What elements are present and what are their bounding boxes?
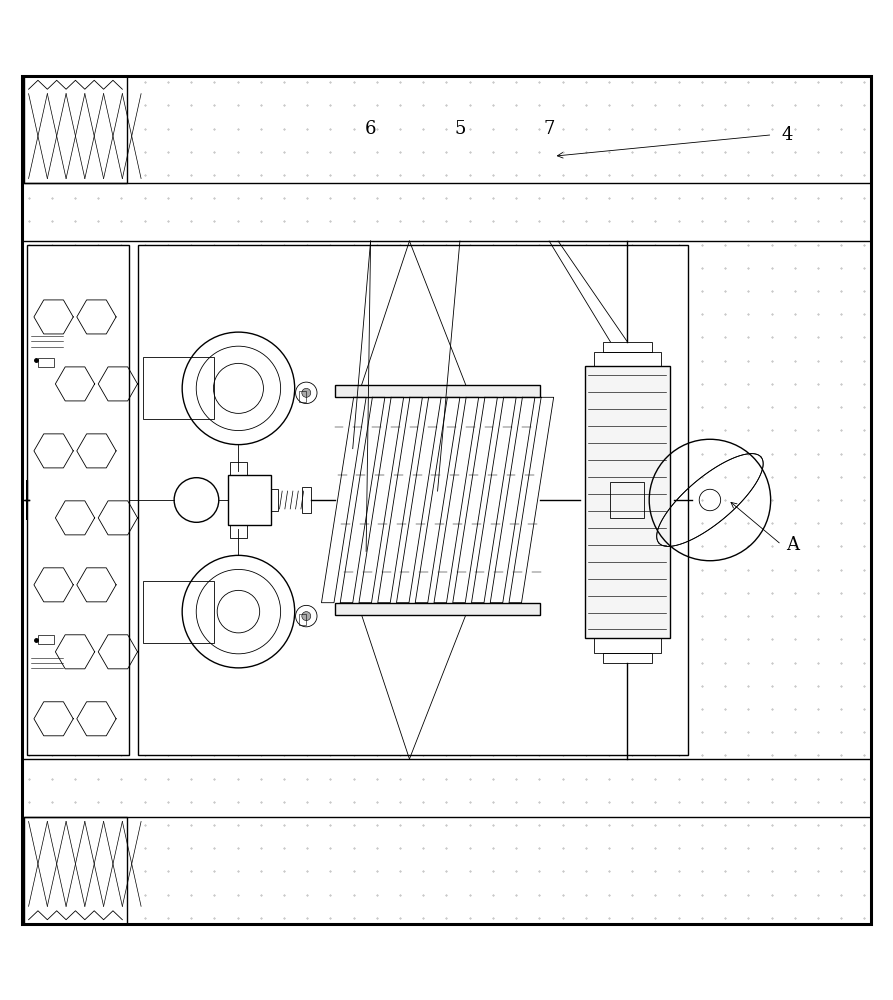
Bar: [228, 475, 271, 525]
Circle shape: [302, 612, 311, 621]
Bar: [302, 487, 311, 513]
Bar: [335, 385, 540, 397]
Bar: [271, 489, 278, 511]
Bar: [335, 603, 540, 615]
Bar: [143, 357, 214, 419]
Bar: [603, 653, 652, 663]
Bar: [585, 366, 670, 638]
Bar: [230, 525, 247, 538]
Bar: [138, 245, 688, 755]
Bar: [24, 76, 127, 183]
Bar: [24, 817, 127, 924]
Text: 7: 7: [544, 120, 555, 138]
Bar: [299, 391, 306, 402]
Bar: [603, 342, 652, 352]
Bar: [594, 352, 661, 366]
Bar: [230, 462, 247, 475]
Text: 5: 5: [455, 120, 465, 138]
Bar: [38, 635, 54, 644]
Bar: [143, 581, 214, 643]
Bar: [611, 482, 645, 518]
Circle shape: [302, 388, 311, 397]
Bar: [299, 614, 306, 625]
Bar: [27, 245, 129, 755]
Text: 4: 4: [781, 126, 793, 144]
Text: 6: 6: [365, 120, 376, 138]
Text: A: A: [786, 536, 799, 554]
Bar: [594, 638, 661, 653]
Bar: [38, 358, 54, 367]
